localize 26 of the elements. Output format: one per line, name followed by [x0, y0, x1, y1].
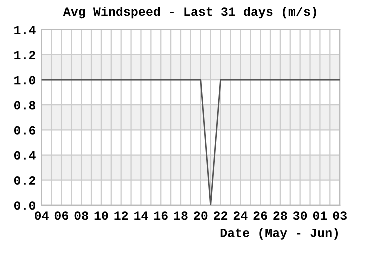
- x-tick-label: 22: [214, 212, 228, 220]
- x-tick-label: 06: [54, 212, 68, 220]
- y-tick-label: 0.6: [14, 126, 36, 135]
- x-tick-label: 20: [194, 212, 208, 220]
- chart-title: Avg Windspeed - Last 31 days (m/s): [63, 6, 316, 19]
- y-tick-label: 1.0: [14, 76, 36, 85]
- x-tick-label: 01: [313, 212, 328, 220]
- y-tick-label: 1.4: [14, 26, 36, 34]
- y-tick-label: 0.4: [14, 151, 36, 160]
- x-tick-label: 08: [74, 212, 88, 220]
- x-tick-label: 16: [154, 212, 168, 220]
- x-tick-label: 10: [94, 212, 108, 220]
- x-tick-label: 04: [35, 212, 49, 220]
- x-tick-label: 14: [134, 212, 148, 220]
- x-tick-label: 30: [293, 212, 308, 220]
- x-axis-title: Date (May - Jun): [220, 228, 338, 240]
- x-tick-label: 26: [254, 212, 268, 220]
- y-tick-label: 0.0: [14, 202, 36, 210]
- y-tick-label: 0.8: [14, 101, 36, 110]
- x-tick-label: 28: [274, 212, 288, 220]
- x-tick-label: 03: [333, 212, 347, 220]
- y-tick-label: 1.2: [14, 51, 36, 60]
- y-tick-label: 0.2: [14, 176, 36, 185]
- x-tick-label: 18: [174, 212, 188, 220]
- x-tick-label: 24: [234, 212, 248, 220]
- x-tick-label: 12: [114, 212, 128, 220]
